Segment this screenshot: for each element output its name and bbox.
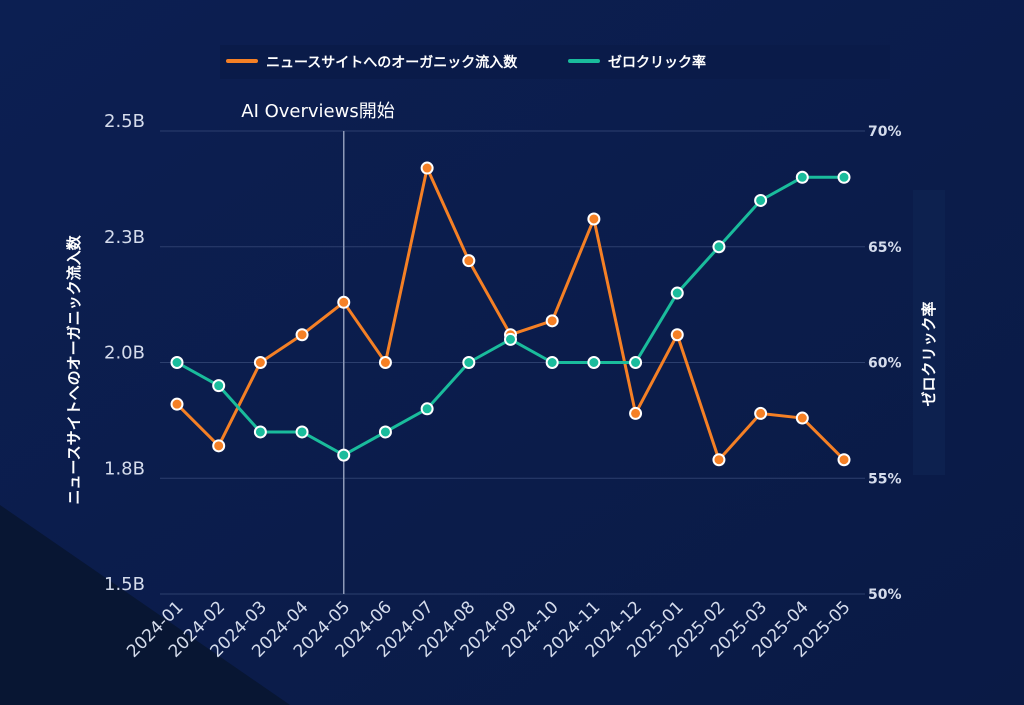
series-1-point <box>295 425 309 439</box>
axis-labels: ニュースサイトへのオーガニック流入数 ゼロクリック率 <box>65 234 938 504</box>
y-right-axis-title: ゼロクリック率 <box>920 301 938 406</box>
background-corner-shade <box>0 505 290 705</box>
y-left-axis-title: ニュースサイトへのオーガニック流入数 <box>65 234 83 504</box>
series-1-point <box>337 448 351 462</box>
series-1-point <box>545 356 559 369</box>
series-1-point <box>253 425 267 439</box>
series-0-point <box>420 161 434 175</box>
gridlines <box>160 130 865 595</box>
y-right-tick-label: 60% <box>868 356 902 372</box>
series-1-point <box>462 356 476 369</box>
legend-panel <box>220 45 890 79</box>
series-1-point <box>754 193 768 207</box>
y-left-tick-label: 2.5B <box>104 111 145 132</box>
legend: ニュースサイトへのオーガニック流入数 ゼロクリック率 <box>226 54 706 71</box>
series-1-point <box>587 356 601 369</box>
y-right-tick-label: 55% <box>868 471 902 487</box>
y-left-tick-label: 2.0B <box>104 343 145 364</box>
series-points <box>170 161 851 467</box>
series-0-point <box>587 212 601 226</box>
series-1-point <box>670 286 684 300</box>
legend-label-0: ニュースサイトへのオーガニック流入数 <box>266 54 518 71</box>
series-1-point <box>712 240 726 254</box>
y-left-tick-label: 2.3B <box>104 227 145 248</box>
legend-label-1: ゼロクリック率 <box>608 54 706 71</box>
right-axis-label-panel <box>913 190 945 475</box>
series-0-point <box>754 406 768 420</box>
series-0-point <box>462 254 476 268</box>
series-1-point <box>837 170 851 184</box>
series-0-point <box>545 314 559 328</box>
series-1-point <box>629 356 643 369</box>
series-0-point <box>253 356 267 369</box>
series-1-point <box>212 379 226 393</box>
series-0-point <box>378 356 392 369</box>
y-right-tick-label: 65% <box>868 240 902 256</box>
series-0-point <box>670 328 684 342</box>
series-1-point <box>378 425 392 439</box>
series-1-point <box>504 332 517 346</box>
series-0-point <box>295 328 309 342</box>
series-0-point <box>212 439 226 453</box>
series-1-point <box>420 402 434 416</box>
series-0-point <box>837 453 851 467</box>
y-right-tick-label: 50% <box>868 587 902 603</box>
y-left-tick-label: 1.8B <box>104 458 145 479</box>
series-0-point <box>337 295 351 309</box>
y-right-tick-label: 70% <box>868 124 902 140</box>
y-left-tick-label: 1.5B <box>104 574 145 595</box>
series-0-point <box>629 406 643 420</box>
series-0-point <box>712 453 726 467</box>
series-1-point <box>170 356 184 369</box>
annotation-label: AI Overviews開始 <box>241 101 394 122</box>
annotation-layer: AI Overviews開始 <box>241 101 395 594</box>
series-1-point <box>795 170 809 184</box>
series-0-point <box>170 397 184 411</box>
series-0-point <box>795 411 809 425</box>
